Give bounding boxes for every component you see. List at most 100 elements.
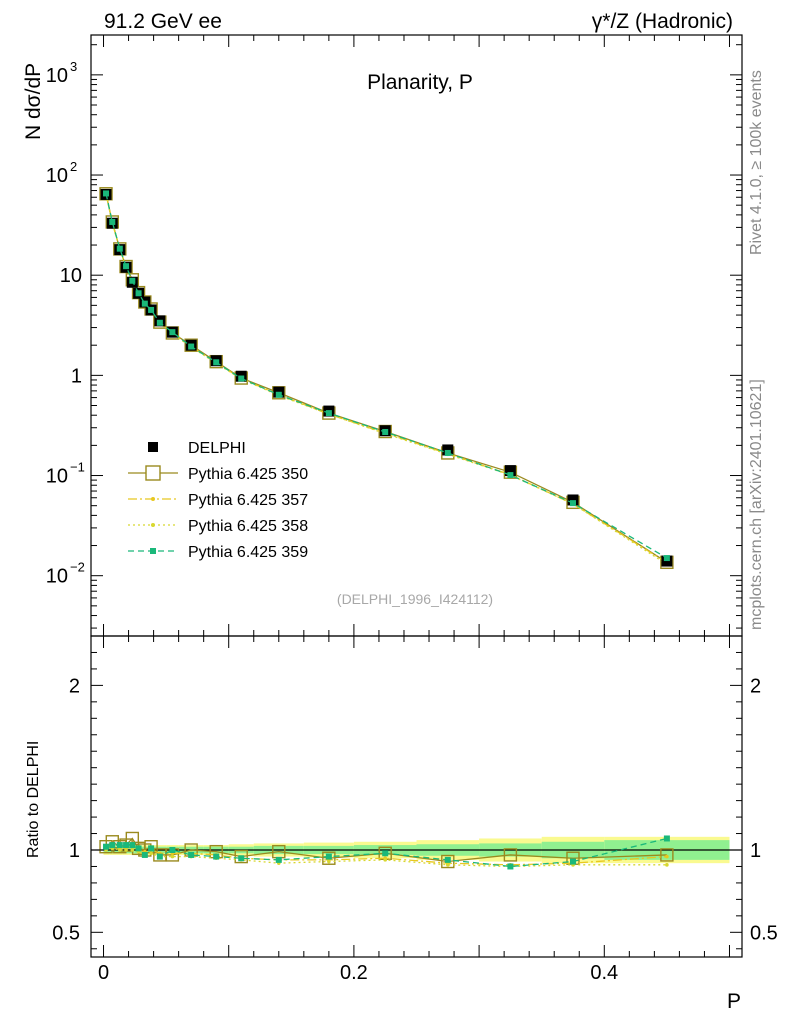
marker-pythia-6-425-359-2 <box>116 842 123 849</box>
marker-pythia-6-425-359-8 <box>156 853 163 860</box>
ratio-y-tick-label-left: 2 <box>69 675 80 697</box>
marker-delphi-18 <box>567 494 579 506</box>
y-tick-label: 10 <box>46 165 68 187</box>
marker-pythia-6-425-358-15 <box>383 858 388 862</box>
marker-pythia-6-425-359-18 <box>569 500 576 507</box>
marker-pythia-6-425-359-18 <box>569 858 576 865</box>
marker-pythia-6-425-359-13 <box>275 856 282 863</box>
ratio-y-tick-label-left: 0.5 <box>52 922 80 944</box>
header-left: 91.2 GeV ee <box>104 10 222 33</box>
legend: DELPHI Pythia 6.425 350 Pythia 6.425 357 Py… <box>128 440 308 561</box>
marker-pythia-6-425-359-7 <box>148 306 155 313</box>
y-tick-label: 10 <box>46 65 68 87</box>
marker-pythia-6-425-359-5 <box>135 290 142 297</box>
y-tick-exponent: 3 <box>70 59 77 74</box>
ratio-series-pythia-6-425-359 <box>103 835 670 870</box>
marker-delphi-19 <box>661 555 673 567</box>
legend-entry-pythia-6-425-350: Pythia 6.425 350 <box>128 465 308 483</box>
legend-swatch-dot <box>151 523 155 527</box>
marker-pythia-6-425-359-4 <box>129 277 136 284</box>
ratio-frame <box>90 635 743 958</box>
legend-swatch-small-square <box>150 548 156 554</box>
series-delphi <box>100 188 673 567</box>
marker-pythia-6-425-359-9 <box>169 329 176 336</box>
legend-label: Pythia 6.425 350 <box>188 466 308 483</box>
marker-pythia-6-425-359-1 <box>109 842 116 849</box>
y-tick-label: 10 <box>46 566 68 588</box>
series-pythia-6-425-359 <box>103 190 670 562</box>
y-tick-label: 10 <box>60 265 82 287</box>
legend-entry-delphi: DELPHI <box>148 440 246 457</box>
marker-pythia-6-425-358-9 <box>170 854 175 859</box>
marker-pythia-6-425-359-11 <box>213 359 220 366</box>
legend-label: Pythia 6.425 358 <box>188 518 308 535</box>
marker-pythia-6-425-359-10 <box>188 343 195 350</box>
marker-pythia-6-425-359-0 <box>103 843 110 850</box>
header-right: γ*/Z (Hadronic) <box>592 10 733 33</box>
marker-pythia-6-425-357-19 <box>665 854 669 859</box>
ratio-axes: 0.5 0.5 1 1 2 2 0 0.2 0.4 <box>52 636 778 984</box>
marker-pythia-6-425-359-1 <box>109 218 116 225</box>
ratio-y-tick-label-right: 2 <box>750 675 761 697</box>
marker-pythia-6-425-359-2 <box>116 245 123 252</box>
x-tick-label: 0 <box>98 962 109 984</box>
x-axis-label: P <box>727 990 741 1013</box>
marker-pythia-6-425-359-9 <box>169 847 176 853</box>
marker-pythia-6-425-358-16 <box>445 863 450 867</box>
legend-label: DELPHI <box>188 440 246 457</box>
x-tick-label: 0.2 <box>340 962 368 984</box>
marker-pythia-6-425-359-16 <box>444 449 451 456</box>
legend-entry-pythia-6-425-357: Pythia 6.425 357 <box>128 492 308 509</box>
marker-pythia-6-425-359-3 <box>123 842 130 849</box>
marker-pythia-6-425-359-12 <box>238 375 245 382</box>
marker-pythia-6-425-359-19 <box>663 835 670 842</box>
x-tick-label: 0.4 <box>590 962 618 984</box>
marker-pythia-6-425-359-5 <box>135 845 142 852</box>
rivet-label: Rivet 4.1.0, ≥ 100k events <box>748 70 765 255</box>
marker-pythia-6-425-359-15 <box>382 428 389 435</box>
y-tick-exponent: 2 <box>70 159 77 174</box>
chart-title: Planarity, P <box>367 71 473 94</box>
ratio-panel: 0.5 0.5 1 1 2 2 0 0.2 0.4 Ratio to DELPHI P <box>25 635 778 1013</box>
legend-label: Pythia 6.425 357 <box>188 492 308 509</box>
marker-pythia-6-425-359-16 <box>444 856 451 863</box>
marker-pythia-6-425-350-14 <box>322 851 336 865</box>
y-tick-label: 10 <box>46 466 68 488</box>
legend-swatch-delphi <box>148 442 158 452</box>
legend-entry-pythia-6-425-359: Pythia 6.425 359 <box>128 544 308 561</box>
main-ylabel: N dσ/dP <box>22 63 45 140</box>
y-tick-exponent: −2 <box>70 560 85 575</box>
marker-pythia-6-425-359-15 <box>382 850 389 857</box>
ratio-ylabel: Ratio to DELPHI <box>25 741 42 858</box>
marker-pythia-6-425-358-19 <box>665 863 669 867</box>
marker-pythia-6-425-358-7 <box>149 851 153 856</box>
marker-pythia-6-425-350-19 <box>660 848 674 862</box>
marker-pythia-6-425-359-4 <box>129 842 136 849</box>
marker-pythia-6-425-350-12 <box>234 849 248 864</box>
marker-pythia-6-425-350-10 <box>184 338 198 352</box>
analysis-watermark: (DELPHI_1996_I424112) <box>337 591 493 607</box>
marker-pythia-6-425-358-2 <box>117 848 122 852</box>
series-line <box>105 193 668 564</box>
marker-pythia-6-425-358-3 <box>124 848 128 852</box>
marker-pythia-6-425-359-11 <box>213 853 220 860</box>
y-tick-label: 1 <box>71 365 82 387</box>
legend-swatch-dot <box>151 497 155 501</box>
marker-pythia-6-425-359-19 <box>663 555 670 562</box>
marker-pythia-6-425-359-8 <box>156 319 163 326</box>
mcplots-label: mcplots.cern.ch [arXiv:2401.10621] <box>748 379 765 630</box>
legend-entry-pythia-6-425-358: Pythia 6.425 358 <box>128 518 308 535</box>
marker-pythia-6-425-359-6 <box>141 851 148 858</box>
marker-delphi-16 <box>442 444 454 456</box>
marker-pythia-6-425-359-7 <box>148 845 155 852</box>
marker-pythia-6-425-359-17 <box>507 472 514 479</box>
legend-label: Pythia 6.425 359 <box>188 544 308 561</box>
marker-pythia-6-425-359-17 <box>507 863 514 870</box>
marker-pythia-6-425-359-12 <box>238 855 245 862</box>
marker-pythia-6-425-359-13 <box>275 391 282 398</box>
marker-pythia-6-425-359-3 <box>123 263 130 270</box>
marker-delphi-17 <box>504 465 516 477</box>
